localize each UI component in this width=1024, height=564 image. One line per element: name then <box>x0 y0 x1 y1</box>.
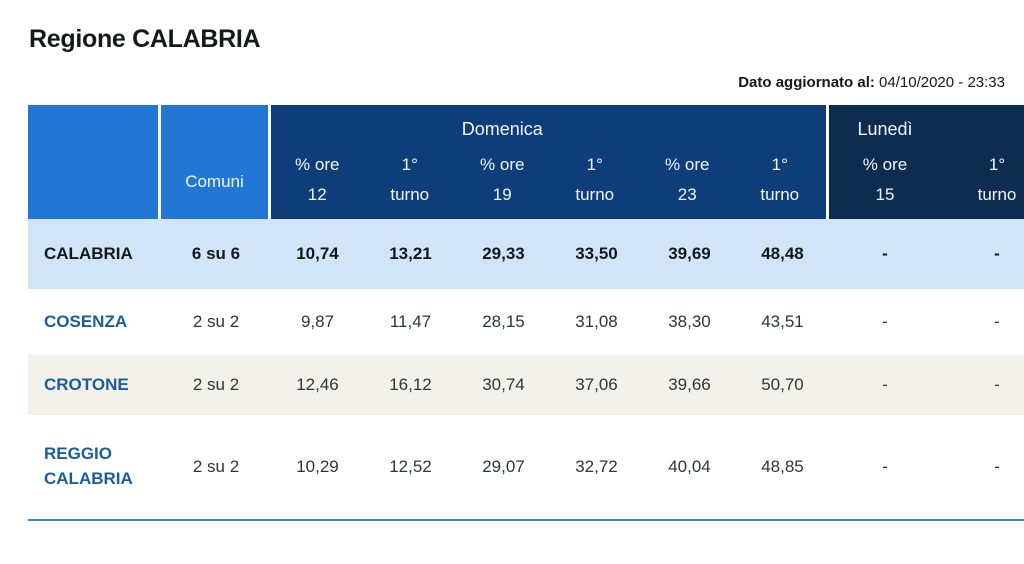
value-cell: 12,46 <box>296 375 339 394</box>
comuni-count: 2 su 2 <box>192 375 240 394</box>
value-cell: - <box>882 457 888 476</box>
value-cell: 40,04 <box>668 457 711 476</box>
comuni-column-header: Comuni <box>161 105 271 219</box>
province-cell: CROTONE <box>28 373 161 398</box>
table-row-cosenza: COSENZA 2 su 2 9,87 11,47 28,15 31,08 38… <box>28 289 1024 355</box>
value-cell: 29,07 <box>482 457 525 476</box>
value-cell: 10,29 <box>296 457 339 476</box>
value-cell: - <box>994 457 1000 476</box>
value-cell: - <box>882 375 888 394</box>
table-row-crotone: CROTONE 2 su 2 12,46 16,12 30,74 37,06 3… <box>28 355 1024 415</box>
value-cell: - <box>882 312 888 331</box>
results-table: Comuni Domenica % ore 12 1° turno % ore 19 … <box>28 105 1024 521</box>
province-link-reggio-calabria[interactable]: REGGIO CALABRIA <box>44 444 133 488</box>
table-row-reggio-calabria: REGGIO CALABRIA 2 su 2 10,29 12,52 29,07… <box>28 415 1024 519</box>
page-title: Regione CALABRIA <box>29 25 261 53</box>
value-cell: 39,69 <box>668 244 711 263</box>
region-name: CALABRIA <box>44 243 133 263</box>
comuni-count: 2 su 2 <box>192 312 240 331</box>
col-header-turno-3: 1° turno <box>760 155 800 204</box>
province-link-cosenza[interactable]: COSENZA <box>44 311 128 331</box>
value-cell: 39,66 <box>668 375 711 394</box>
col-header-turno-2: 1° turno <box>575 155 615 204</box>
col-header-ore-15: % ore 15 <box>862 155 908 204</box>
col-header-ore-23: % ore 23 <box>665 155 710 204</box>
table-row-calabria: CALABRIA 6 su 6 10,74 13,21 29,33 33,50 … <box>28 219 1024 289</box>
value-cell: 29,33 <box>482 244 525 263</box>
last-updated-value: 04/10/2020 - 23:33 <box>879 74 1005 91</box>
value-cell: - <box>994 312 1000 331</box>
col-header-turno-1: 1° turno <box>390 155 430 204</box>
value-cell: 10,74 <box>296 244 339 263</box>
col-header-turno-4: 1° turno <box>977 155 1017 204</box>
comuni-count: 2 su 2 <box>192 457 240 476</box>
value-cell: - <box>994 244 1000 263</box>
lunedi-group-header: Lunedì % ore 15 1° turno <box>829 105 1024 219</box>
value-cell: 9,87 <box>300 312 335 331</box>
domenica-label: Domenica <box>461 119 543 139</box>
value-cell: 12,52 <box>389 457 432 476</box>
value-cell: 33,50 <box>575 244 618 263</box>
lunedi-subheaders: % ore 15 1° turno <box>829 150 1024 210</box>
table-header: Comuni Domenica % ore 12 1° turno % ore 19 … <box>28 105 1024 219</box>
domenica-group-header: Domenica % ore 12 1° turno % ore 19 1° turno <box>271 105 829 219</box>
domenica-subheaders: % ore 12 1° turno % ore 19 1° turno % ore 23 <box>271 150 826 210</box>
value-cell: 50,70 <box>761 375 804 394</box>
value-cell: 43,51 <box>761 312 804 331</box>
value-cell: 37,06 <box>575 375 618 394</box>
province-cell: REGGIO CALABRIA <box>28 442 161 491</box>
value-cell: - <box>994 375 1000 394</box>
value-cell: 13,21 <box>389 244 432 263</box>
value-cell: 28,15 <box>482 312 525 331</box>
value-cell: 48,48 <box>761 244 804 263</box>
value-cell: 16,12 <box>389 375 432 394</box>
value-cell: - <box>882 244 888 263</box>
last-updated: Dato aggiornato al: 04/10/2020 - 23:33 <box>738 74 1005 91</box>
comuni-count: 6 su 6 <box>191 244 241 263</box>
value-cell: 30,74 <box>482 375 525 394</box>
province-cell: COSENZA <box>28 310 161 335</box>
value-cell: 48,85 <box>761 457 804 476</box>
value-cell: 38,30 <box>668 312 711 331</box>
last-updated-label: Dato aggiornato al: <box>738 74 875 91</box>
value-cell: 32,72 <box>575 457 618 476</box>
value-cell: 11,47 <box>389 312 432 331</box>
lunedi-label: Lunedì <box>857 119 913 139</box>
col-header-ore-12: % ore 12 <box>295 155 340 204</box>
value-cell: 31,08 <box>575 312 618 331</box>
col-header-ore-19: % ore 19 <box>480 155 525 204</box>
province-link-crotone[interactable]: CROTONE <box>44 374 129 394</box>
corner-cell <box>28 105 161 219</box>
